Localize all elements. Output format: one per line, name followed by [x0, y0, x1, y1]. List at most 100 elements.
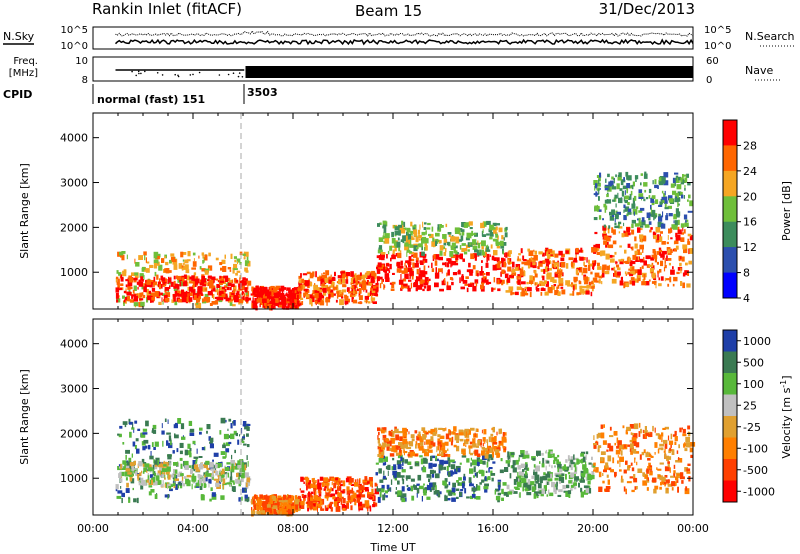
scatter-cell [538, 265, 540, 270]
scatter-cell [202, 254, 204, 259]
scatter-cell [534, 270, 537, 274]
colorbar-swatch [723, 416, 737, 438]
scatter-cell [352, 276, 356, 281]
scatter-cell [337, 275, 342, 279]
scatter-cell [600, 432, 605, 439]
scatter-cell [285, 293, 287, 297]
scatter-cell [354, 284, 357, 289]
scatter-cell [340, 272, 343, 277]
scatter-cell [622, 425, 625, 429]
scatter-cell [251, 507, 253, 513]
scatter-cell [139, 292, 142, 298]
scatter-cell [179, 282, 184, 287]
scatter-cell [216, 284, 220, 288]
scatter-cell [393, 241, 398, 245]
scatter-cell [443, 246, 446, 250]
scatter-cell [271, 496, 277, 501]
scatter-cell [225, 419, 227, 423]
freq-tick-bottom: 8 [82, 75, 88, 86]
scatter-cell [622, 261, 626, 264]
scatter-cell [233, 256, 237, 259]
scatter-cell [483, 276, 485, 280]
scatter-cell [413, 282, 418, 288]
scatter-cell [429, 469, 435, 474]
scatter-cell [346, 502, 349, 509]
scatter-cell [176, 284, 180, 290]
scatter-cell [607, 173, 610, 178]
scatter-cell [569, 464, 571, 468]
scatter-cell [578, 256, 581, 261]
scatter-cell [539, 477, 543, 484]
scatter-cell [301, 494, 307, 498]
scatter-cell [287, 295, 290, 299]
scatter-cell [273, 298, 276, 305]
scatter-cell [390, 437, 395, 444]
scatter-cell [444, 278, 446, 284]
scatter-cell [404, 262, 406, 267]
scatter-cell [616, 211, 621, 215]
scatter-cell [451, 260, 453, 267]
scatter-cell [417, 229, 421, 235]
scatter-cell [128, 472, 133, 477]
scatter-cell [663, 193, 666, 198]
scatter-cell [502, 432, 505, 437]
scatter-cell [654, 199, 659, 204]
scatter-cell [246, 426, 250, 431]
scatter-cell [260, 290, 263, 297]
scatter-cell [505, 290, 511, 293]
scatter-cell [422, 430, 427, 433]
scatter-cell [400, 260, 403, 266]
scatter-cell [192, 281, 195, 288]
scatter-cell [180, 463, 183, 469]
colorbar-swatch [723, 120, 737, 146]
scatter-cell [387, 488, 390, 492]
scatter-cell [596, 434, 599, 439]
scatter-cell [674, 220, 679, 225]
scatter-cell [224, 290, 226, 294]
scatter-cell [403, 449, 405, 454]
scatter-cell [570, 484, 575, 488]
scatter-cell [259, 301, 263, 305]
scatter-cell [500, 271, 502, 277]
scatter-cell [127, 472, 132, 475]
scatter-cell [497, 445, 501, 449]
scatter-cell [523, 290, 527, 295]
scatter-cell [127, 286, 131, 290]
scatter-cell [462, 483, 465, 489]
scatter-cell [509, 274, 514, 278]
scatter-cell [442, 234, 447, 239]
scatter-cell [452, 431, 456, 435]
colorbar-tick-label: -1000 [743, 485, 775, 498]
scatter-cell [163, 460, 165, 466]
scatter-cell [391, 283, 395, 289]
scatter-cell [396, 261, 401, 267]
scatter-cell [505, 226, 508, 231]
scatter-cell [136, 281, 140, 285]
scatter-cell [465, 237, 470, 241]
scatter-cell [475, 428, 478, 432]
scatter-cell [460, 235, 464, 241]
scatter-cell [665, 215, 669, 221]
scatter-cell [658, 204, 663, 207]
scatter-cell [138, 255, 143, 260]
scatter-cell [551, 263, 556, 269]
scatter-cell [504, 467, 509, 472]
scatter-cell [356, 286, 358, 291]
scatter-cell [292, 288, 296, 292]
scatter-cell [164, 483, 166, 488]
scatter-cell [483, 429, 487, 435]
scatter-cell [256, 294, 262, 298]
scatter-cell [384, 461, 387, 465]
scatter-cell [661, 196, 666, 201]
scatter-cell [547, 253, 551, 259]
scatter-cell [195, 467, 200, 472]
scatter-cell [153, 255, 158, 259]
scatter-cell [624, 249, 627, 254]
scatter-cell [164, 418, 167, 422]
scatter-cell [235, 479, 240, 484]
scatter-cell [369, 483, 373, 487]
scatter-cell [488, 467, 490, 473]
scatter-cell [261, 295, 263, 299]
scatter-cell [635, 178, 637, 182]
scatter-cell [330, 477, 336, 481]
